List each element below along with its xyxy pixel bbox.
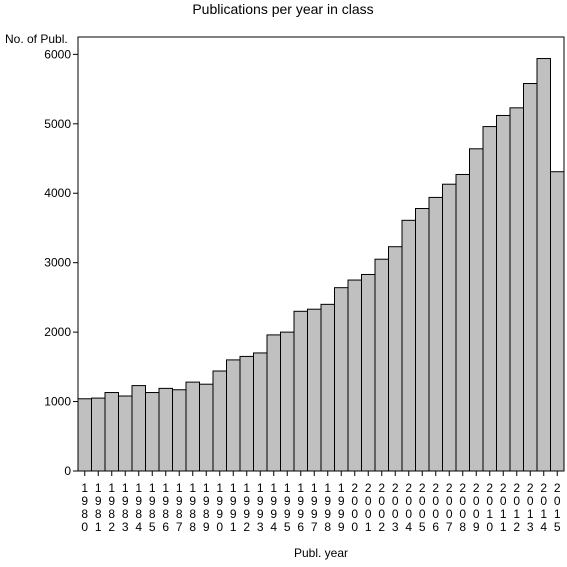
bar-1988: [185, 381, 200, 472]
bar-2008: [455, 173, 470, 472]
y-tick-label: 2000: [44, 325, 71, 339]
plot-frame: [77, 36, 565, 472]
bar-2005: [415, 208, 430, 472]
bar-1991: [226, 359, 241, 472]
bar-2009: [469, 148, 484, 472]
bar-2015: [550, 171, 565, 472]
bar-1984: [131, 385, 146, 472]
x-axis-label: Publ. year: [294, 546, 348, 560]
bar-1990: [212, 370, 227, 472]
y-axis: 0 1000 2000 3000 4000 5000 6000: [44, 47, 78, 478]
y-axis-label: No. of Publ.: [5, 32, 68, 46]
y-tick-label: 1000: [44, 395, 71, 409]
bar-2001: [361, 273, 376, 472]
bar-2012: [509, 107, 524, 472]
bar-2000: [347, 279, 362, 472]
bar-2011: [496, 114, 511, 472]
bar-1989: [199, 383, 214, 472]
bar-1997: [307, 308, 322, 472]
chart-title: Publications per year in class: [192, 1, 373, 17]
bar-2002: [374, 258, 389, 472]
y-tick-label: 5000: [44, 117, 71, 131]
y-tick-label: 0: [64, 464, 71, 478]
bar-2004: [401, 219, 416, 472]
bar-1985: [145, 392, 160, 472]
bar-2010: [482, 126, 497, 472]
bar-2014: [536, 58, 551, 472]
y-tick-label: 6000: [44, 47, 71, 61]
x-axis: 1 9 8 0 1 9 8 1 1 9 8 2 1 9 8 3 1 9 8 4 1 9 8 5 1 9 8 6 1 9 8 7 1 9 8 8 1 9 8 9…: [81, 471, 561, 534]
bar-2007: [442, 183, 457, 472]
y-tick-label: 3000: [44, 256, 71, 270]
bar-1983: [118, 395, 133, 472]
bar-1987: [172, 389, 187, 472]
bar-1986: [158, 387, 173, 472]
bar-1992: [239, 355, 254, 472]
bar-1998: [320, 303, 335, 472]
bar-1996: [293, 310, 308, 472]
bar-1982: [104, 392, 119, 472]
bars: [77, 58, 565, 472]
bar-1999: [334, 287, 349, 472]
bar-1980: [77, 398, 92, 472]
bar-2013: [523, 83, 538, 472]
y-tick-label: 4000: [44, 186, 71, 200]
bar-1993: [253, 352, 268, 472]
bar-2006: [428, 196, 443, 472]
bar-2003: [388, 246, 403, 472]
bar-1981: [91, 397, 106, 472]
bar-1994: [266, 334, 281, 472]
bar-1995: [280, 331, 295, 472]
